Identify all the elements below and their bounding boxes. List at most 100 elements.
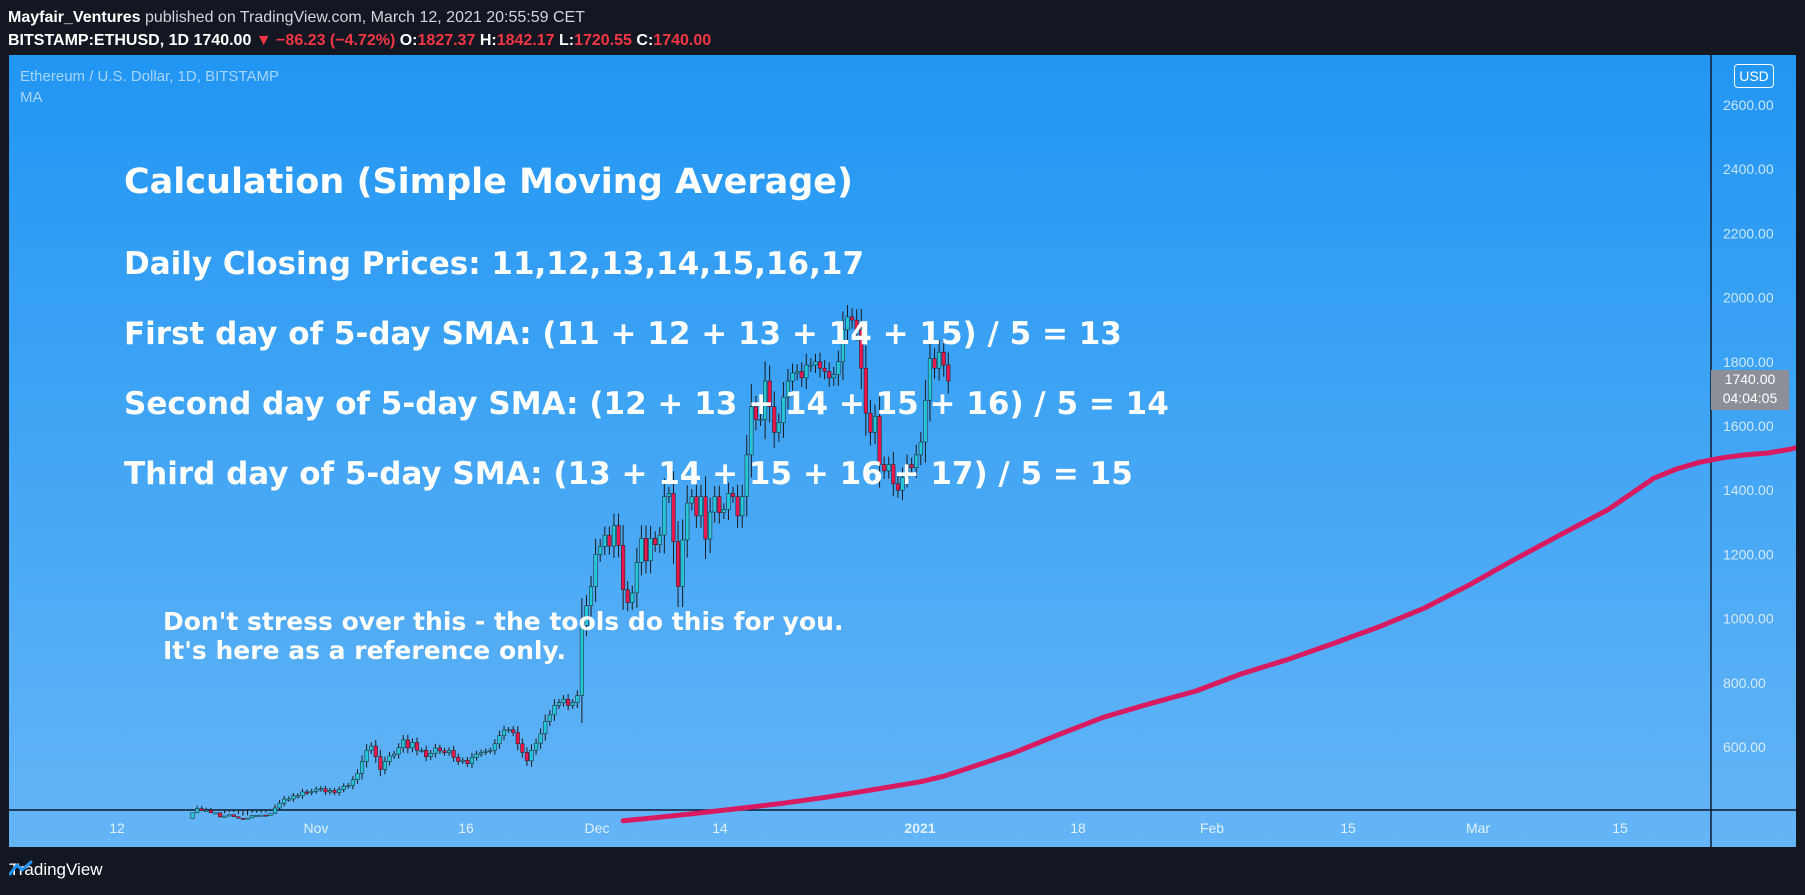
candlestick-chart[interactable]: 600.00 800.00 1000.00 1200.00 1400.00 1600.00… <box>9 55 1796 847</box>
candle-up <box>369 745 374 751</box>
candle-down <box>231 814 236 817</box>
candle-up <box>840 329 845 363</box>
currency-button[interactable]: USD <box>1734 64 1774 88</box>
candle-down <box>730 493 736 497</box>
candle-down <box>799 371 804 379</box>
candle-up <box>534 742 539 751</box>
candle-up <box>204 809 209 812</box>
candle-down <box>854 319 859 330</box>
candle-up <box>291 795 296 800</box>
candle-up <box>579 625 584 696</box>
x-tick-label: 18 <box>1070 820 1086 836</box>
candle-up <box>776 422 781 433</box>
candle-up <box>556 702 562 706</box>
x-tick-label: Feb <box>1200 820 1224 836</box>
candle-up <box>680 539 685 587</box>
candle-down <box>240 818 246 820</box>
candle-up <box>808 364 813 367</box>
candle-up <box>648 538 653 562</box>
candle-up <box>479 752 484 755</box>
candle-up <box>666 493 671 497</box>
chart-frame[interactable]: 600.00 800.00 1000.00 1200.00 1400.00 1600.00… <box>9 55 1796 847</box>
candle-up <box>222 815 227 818</box>
candle-up <box>570 702 575 706</box>
candle-down <box>199 808 204 811</box>
candle-up <box>447 750 452 754</box>
candle-up <box>492 743 497 751</box>
candle-down <box>424 749 429 757</box>
candle-up <box>634 562 639 594</box>
publish-header: Mayfair_Ventures published on TradingVie… <box>8 6 711 52</box>
last-price-tag: 1740.00 04:04:05 <box>1711 370 1789 410</box>
x-tick-label: Mar <box>1466 820 1490 836</box>
candle-up <box>474 753 479 758</box>
candle-up <box>905 464 910 478</box>
price-axis[interactable]: 600.00 800.00 1000.00 1200.00 1400.00 1600.00… <box>1723 97 1774 755</box>
candle-up <box>506 729 511 732</box>
last-price: 1740.00 <box>193 32 252 49</box>
price-change: ▼ −86.23 (−4.72%) <box>255 32 396 49</box>
candle-up <box>538 733 543 744</box>
candle-up <box>469 757 475 764</box>
candle-up <box>277 802 282 809</box>
symbol-label: BITSTAMP:ETHUSD, 1D <box>8 32 190 49</box>
candle-down <box>465 759 470 764</box>
candle-up <box>460 759 465 762</box>
candle-down <box>671 493 676 542</box>
candle-up <box>268 813 273 816</box>
candle-down <box>456 757 461 762</box>
candle-up <box>685 502 690 541</box>
ohlc-line: BITSTAMP:ETHUSD, 1D 1740.00 ▼ −86.23 (−4… <box>8 29 711 52</box>
candle-down <box>653 538 658 546</box>
x-tick-label: 14 <box>712 820 728 836</box>
candle-up <box>314 788 319 792</box>
candle-down <box>405 739 410 749</box>
candle-up <box>726 493 731 510</box>
candle-up <box>190 812 195 819</box>
ma-line <box>620 445 1796 824</box>
publisher-name[interactable]: Mayfair_Ventures <box>8 9 141 26</box>
publisher-line: Mayfair_Ventures published on TradingVie… <box>8 6 711 29</box>
candle-up <box>543 721 548 735</box>
candle-down <box>772 406 777 433</box>
x-tick-label: Dec <box>585 820 610 836</box>
candles-group <box>190 305 951 820</box>
candle-up <box>698 496 704 517</box>
candle-down <box>643 538 649 562</box>
low-label: L: <box>559 32 575 49</box>
tradingview-logo-icon <box>9 860 33 876</box>
candle-up <box>488 749 493 752</box>
candle-down <box>236 816 241 819</box>
candle-up <box>918 441 923 456</box>
close-value: 1740.00 <box>653 32 712 49</box>
candle-up <box>872 416 878 433</box>
x-tick-label: Nov <box>304 820 329 836</box>
candle-up <box>836 361 841 375</box>
time-axis[interactable]: 12 Nov 16 Dec 14 2021 18 Feb 15 Mar 15 <box>109 820 1628 836</box>
candle-down <box>717 496 722 513</box>
candle-up <box>785 380 791 398</box>
price-tag-value: 1740.00 <box>1724 371 1776 387</box>
candle-down <box>850 316 855 321</box>
candle-down <box>451 750 456 758</box>
candle-down <box>414 742 420 751</box>
candle-up <box>286 798 291 801</box>
candle-up <box>250 815 255 819</box>
candle-up <box>923 400 928 443</box>
candle-up <box>341 785 346 790</box>
footer-branding[interactable]: TradingView <box>9 860 103 880</box>
candle-up <box>561 698 566 703</box>
candle-up <box>272 807 278 815</box>
candle-up <box>721 509 726 513</box>
candle-down <box>891 464 896 485</box>
candle-up <box>937 351 942 369</box>
candle-down <box>208 809 213 814</box>
candle-up <box>740 496 745 517</box>
candle-down <box>511 729 516 733</box>
candle-up <box>433 747 438 754</box>
candle-down <box>437 747 442 752</box>
candle-up <box>387 755 392 762</box>
candle-up <box>639 538 644 563</box>
candle-up <box>428 753 433 757</box>
candle-up <box>657 534 662 546</box>
